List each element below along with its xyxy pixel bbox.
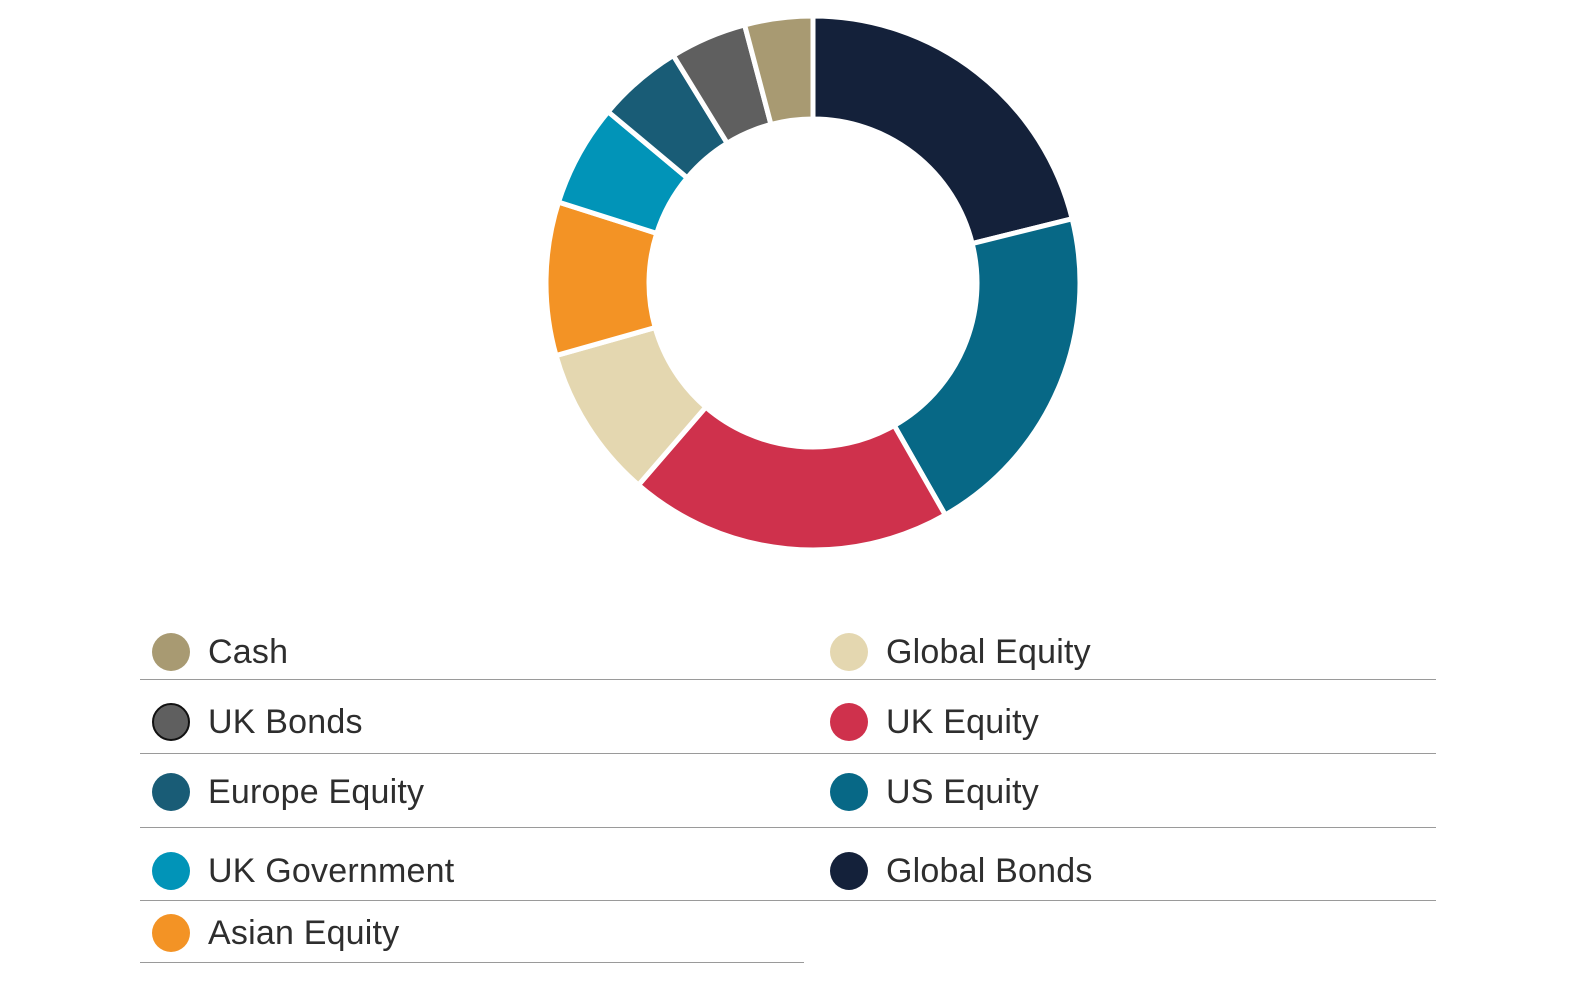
legend-swatch-uk-government [152, 852, 190, 890]
legend-divider [140, 900, 1436, 901]
legend-swatch-cash [152, 633, 190, 671]
donut-slice-cash [741, 13, 816, 128]
legend-label-cash: Cash [208, 632, 289, 671]
donut-slice-us-equity [890, 215, 1083, 519]
legend-swatch-uk-bonds [152, 703, 190, 741]
legend-item-uk-bonds: UK Bonds [152, 692, 363, 752]
legend-label-us-equity: US Equity [886, 772, 1039, 811]
legend-swatch-global-equity [830, 633, 868, 671]
legend-label-uk-equity: UK Equity [886, 702, 1039, 741]
legend-label-europe-equity: Europe Equity [208, 772, 425, 811]
legend-swatch-us-equity [830, 773, 868, 811]
legend-swatch-global-bonds [830, 852, 868, 890]
legend-label-global-equity: Global Equity [886, 632, 1091, 671]
legend-label-asian-equity: Asian Equity [208, 913, 400, 952]
donut-slice-global-bonds [810, 13, 1076, 247]
legend-divider [140, 827, 1436, 828]
legend-swatch-europe-equity [152, 773, 190, 811]
donut-chart [546, 13, 1083, 553]
legend-item-europe-equity: Europe Equity [152, 762, 424, 822]
legend-swatch-uk-equity [830, 703, 868, 741]
legend-divider [140, 753, 1436, 754]
legend-divider [140, 962, 804, 963]
legend-divider [140, 679, 1436, 680]
legend-label-uk-government: UK Government [208, 851, 455, 890]
legend-label-uk-bonds: UK Bonds [208, 702, 363, 741]
legend-item-us-equity: US Equity [830, 762, 1039, 822]
legend-item-uk-government: UK Government [152, 841, 454, 901]
legend-item-global-bonds: Global Bonds [830, 841, 1093, 901]
legend-item-uk-equity: UK Equity [830, 692, 1039, 752]
legend-item-asian-equity: Asian Equity [152, 903, 399, 963]
legend-item-cash: Cash [152, 622, 288, 682]
donut-slice-uk-equity [634, 403, 949, 553]
legend-swatch-asian-equity [152, 914, 190, 952]
legend-label-global-bonds: Global Bonds [886, 851, 1093, 890]
legend-item-global-equity: Global Equity [830, 622, 1091, 682]
